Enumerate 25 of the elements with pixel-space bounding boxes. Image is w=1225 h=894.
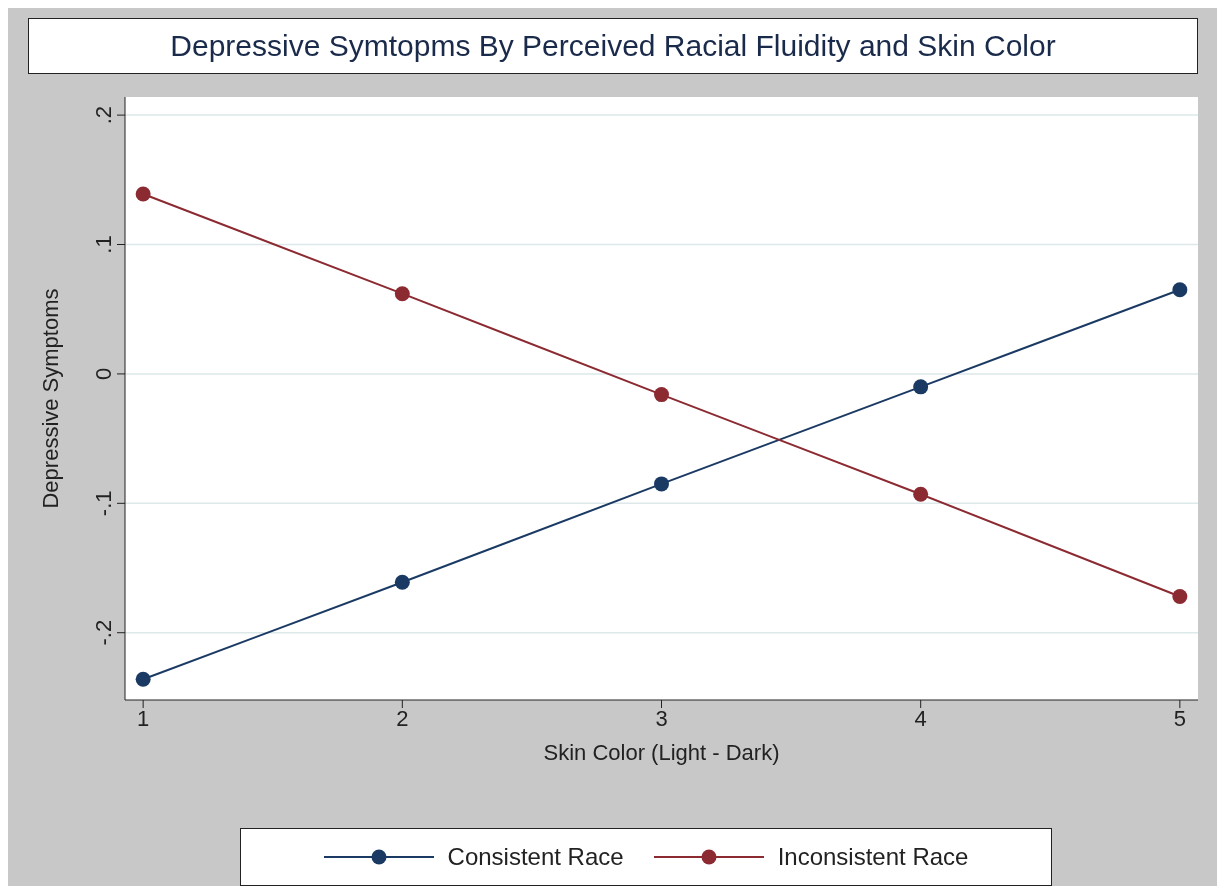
point: [394, 574, 410, 590]
point: [1172, 588, 1188, 604]
x-tick-label: 3: [655, 705, 668, 731]
y-tick-label: .1: [91, 235, 116, 254]
x-tick-label: 2: [396, 705, 409, 731]
point: [654, 476, 669, 492]
x-tick-label: 1: [137, 705, 150, 731]
x-tick-label: 4: [914, 705, 927, 731]
y-axis-title: Depressive Symptoms: [37, 288, 63, 509]
x-tick-label: 5: [1173, 705, 1186, 731]
point: [913, 486, 929, 502]
y-tick-label: -.2: [91, 619, 116, 646]
point: [654, 387, 669, 403]
chart-title: Depressive Symtopms By Perceived Racial Fluidity and Skin Color: [28, 18, 1198, 74]
point: [135, 671, 151, 687]
point: [135, 186, 151, 202]
point: [1172, 282, 1188, 298]
legend-label: Inconsistent Race: [777, 843, 969, 871]
y-tick-label: .2: [91, 105, 116, 125]
y-tick-label: -.1: [91, 490, 116, 517]
point: [394, 286, 410, 302]
x-axis-title: Skin Color (Light - Dark): [543, 740, 780, 765]
point: [913, 379, 929, 395]
legend-label: Consistent Race: [447, 843, 624, 871]
y-tick-label: 0: [91, 367, 116, 381]
